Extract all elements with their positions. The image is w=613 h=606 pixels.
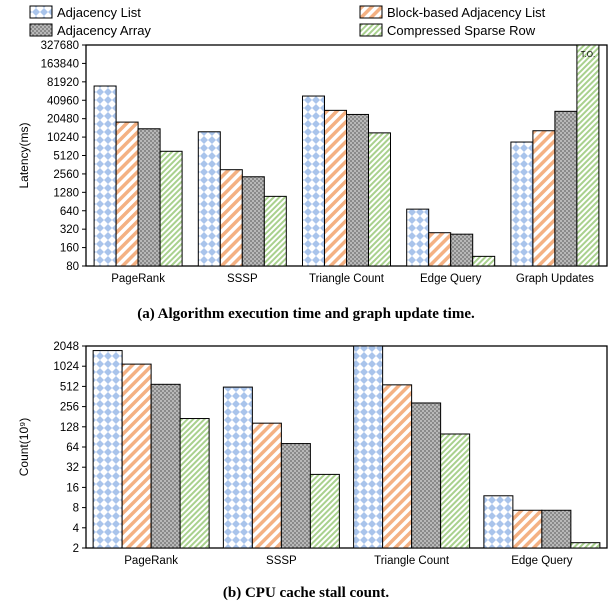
x-tick-label-edge-query: Edge Query bbox=[511, 555, 573, 567]
y-tick-label: 80 bbox=[66, 261, 79, 273]
legend-label-adjacency-list: Adjacency List bbox=[57, 5, 141, 20]
bar-adjacency-array-edge-query bbox=[541, 509, 572, 549]
bar-adjacency-list-triangle-count bbox=[353, 345, 384, 549]
caption-a: (a) Algorithm execution time and graph u… bbox=[137, 306, 475, 322]
y-axis-label: Count(10⁹) bbox=[17, 418, 31, 477]
legend-label-compressed-sparse-row: Compressed Sparse Row bbox=[387, 23, 536, 38]
bar-block-based-adjacency-list-edge-query bbox=[512, 509, 543, 549]
y-tick-label: 4 bbox=[73, 523, 80, 535]
legend: Adjacency List Block-based Adjacency List… bbox=[29, 5, 546, 38]
x-tick-label-triangle-count: Triangle Count bbox=[374, 555, 450, 567]
bar-block-based-adjacency-list-pagerank bbox=[121, 363, 152, 549]
y-tick-label: 2560 bbox=[53, 169, 79, 181]
bar-block-based-adjacency-list-triangle-count bbox=[382, 384, 413, 549]
timeout-annotation: T.O. bbox=[581, 50, 596, 59]
y-tick-label: 256 bbox=[60, 402, 79, 414]
bar-adjacency-list-triangle-count bbox=[302, 95, 325, 267]
bar-compressed-sparse-row-graph-updates bbox=[576, 44, 600, 267]
x-tick-label-pagerank: PageRank bbox=[124, 555, 178, 567]
bar-block-based-adjacency-list-sssp bbox=[251, 422, 282, 549]
bar-block-based-adjacency-list-sssp bbox=[219, 169, 243, 267]
legend-label-adjacency-array: Adjacency Array bbox=[57, 23, 151, 38]
y-tick-label: 32 bbox=[66, 462, 79, 474]
bar-compressed-sparse-row-edge-query bbox=[570, 542, 601, 549]
bar-adjacency-list-pagerank bbox=[93, 85, 117, 267]
bar-block-based-adjacency-list-edge-query bbox=[428, 232, 452, 267]
legend-label-block-based-adjacency-list: Block-based Adjacency List bbox=[387, 5, 546, 20]
y-tick-label: 163840 bbox=[41, 58, 79, 70]
bar-compressed-sparse-row-edge-query bbox=[472, 255, 496, 267]
y-tick-label: 2 bbox=[73, 543, 79, 555]
bar-adjacency-array-graph-updates bbox=[554, 110, 578, 267]
y-tick-label: 320 bbox=[60, 224, 79, 236]
y-tick-label: 640 bbox=[60, 206, 79, 218]
bar-compressed-sparse-row-triangle-count bbox=[440, 433, 471, 549]
bar-compressed-sparse-row-sssp bbox=[263, 195, 287, 267]
legend-swatch-adjacency-array bbox=[29, 23, 53, 37]
y-tick-label: 128 bbox=[60, 422, 79, 434]
y-tick-label: 1280 bbox=[53, 187, 79, 199]
bar-compressed-sparse-row-pagerank bbox=[179, 418, 210, 549]
y-tick-label: 512 bbox=[60, 381, 79, 393]
y-tick-label: 8 bbox=[73, 503, 79, 515]
y-tick-label: 10240 bbox=[47, 132, 79, 144]
y-tick-label: 327680 bbox=[41, 40, 79, 52]
bar-adjacency-array-pagerank bbox=[150, 383, 181, 549]
chart-a-algorithm-latency: 80 160 320 640 1280 2560 5120 10240 20480 40960 81… bbox=[17, 40, 608, 285]
chart-b-cache-stall: 2 4 8 16 32 64 128 256 512 1024 2048 Count(10⁹) Page… bbox=[17, 341, 608, 567]
x-tick-label-edge-query: Edge Query bbox=[420, 273, 482, 285]
y-tick-label: 1024 bbox=[53, 361, 79, 373]
caption-b: (b) CPU cache stall count. bbox=[223, 585, 389, 601]
bar-compressed-sparse-row-sssp bbox=[309, 473, 340, 549]
bar-adjacency-list-edge-query bbox=[406, 208, 430, 267]
y-tick-label: 2048 bbox=[53, 341, 79, 353]
y-tick-label: 160 bbox=[60, 243, 79, 255]
bar-compressed-sparse-row-triangle-count bbox=[368, 132, 391, 267]
y-tick-label: 40960 bbox=[47, 95, 79, 107]
bar-adjacency-list-graph-updates bbox=[510, 141, 534, 267]
bar-block-based-adjacency-list-graph-updates bbox=[532, 130, 556, 267]
bar-adjacency-list-sssp bbox=[222, 386, 253, 549]
y-tick-label: 20480 bbox=[47, 114, 79, 126]
legend-swatch-adjacency-list bbox=[29, 5, 53, 19]
legend-swatch-block-based-adjacency-list bbox=[359, 5, 383, 19]
bar-adjacency-array-sssp bbox=[280, 443, 311, 549]
bar-adjacency-array-triangle-count bbox=[411, 402, 442, 549]
bar-adjacency-array-pagerank bbox=[137, 128, 161, 267]
y-axis-label: Latency(ms) bbox=[17, 122, 31, 188]
x-tick-label-triangle-count: Triangle Count bbox=[309, 273, 385, 285]
bar-block-based-adjacency-list-pagerank bbox=[115, 121, 139, 267]
bar-adjacency-array-edge-query bbox=[450, 233, 474, 267]
x-tick-label-graph-updates: Graph Updates bbox=[516, 273, 594, 285]
legend-swatch-compressed-sparse-row bbox=[359, 23, 383, 37]
bar-adjacency-array-triangle-count bbox=[346, 113, 369, 267]
y-tick-label: 16 bbox=[66, 482, 79, 494]
bar-adjacency-list-pagerank bbox=[92, 350, 123, 549]
bar-block-based-adjacency-list-triangle-count bbox=[324, 109, 347, 267]
bar-adjacency-array-sssp bbox=[241, 176, 265, 267]
bar-adjacency-list-sssp bbox=[197, 131, 221, 267]
y-tick-label: 64 bbox=[66, 442, 79, 454]
y-tick-label: 5120 bbox=[53, 151, 79, 163]
y-tick-label: 81920 bbox=[47, 77, 79, 89]
x-tick-label-sssp: SSSP bbox=[266, 555, 297, 567]
x-tick-label-pagerank: PageRank bbox=[111, 273, 165, 285]
bar-compressed-sparse-row-pagerank bbox=[159, 150, 183, 267]
bar-adjacency-list-edge-query bbox=[483, 495, 514, 549]
x-tick-label-sssp: SSSP bbox=[227, 273, 258, 285]
